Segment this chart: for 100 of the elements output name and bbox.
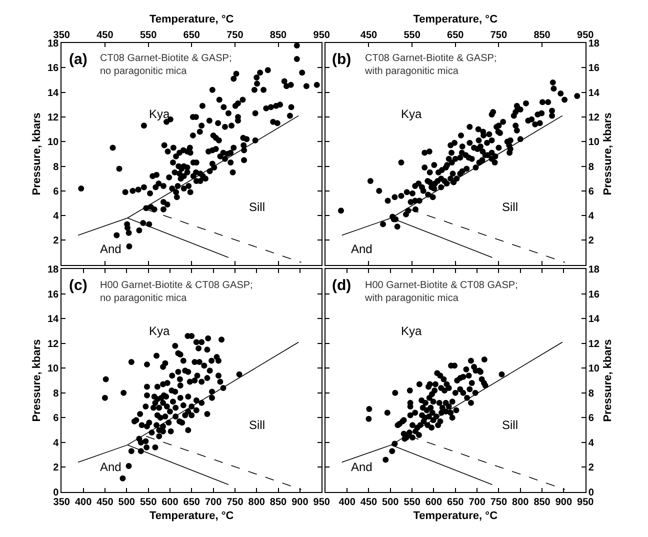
- x-tick-label: 750: [226, 30, 244, 41]
- y-tick-label: 14: [48, 314, 60, 326]
- y-axis-title: Pressure, kbars: [602, 112, 614, 196]
- y-tick-label: 14: [48, 88, 60, 99]
- x-tick-label: 500: [118, 497, 136, 508]
- y-tick-label: 4: [588, 211, 594, 222]
- y-tick-label: 8: [588, 162, 594, 173]
- annotation: And: [351, 242, 372, 256]
- annotation: And: [351, 460, 372, 474]
- y-tick-label: 12: [588, 112, 600, 124]
- annotation: Kya: [149, 324, 170, 338]
- annotation: Sill: [249, 418, 266, 432]
- x-axis-title: Temperature, °C: [149, 510, 234, 522]
- x-tick-label: 700: [204, 497, 222, 508]
- annotation: Sill: [502, 200, 518, 214]
- y-tick-label: 2: [588, 236, 594, 247]
- x-tick-label: 450: [96, 497, 114, 508]
- x-tick-label: 450: [360, 30, 378, 41]
- y-tick-label: 6: [588, 413, 594, 424]
- y-tick-label: 12: [588, 338, 600, 350]
- y-tick-label: 12: [48, 338, 60, 350]
- y-tick-label: 0: [588, 488, 594, 498]
- x-tick-label: 700: [468, 497, 486, 508]
- x-tick-label: 950: [577, 30, 594, 41]
- y-tick-label: 4: [53, 211, 60, 222]
- text: (d): [332, 277, 352, 294]
- text: H00 Garnet-Biotite & CT08 GASP; with paragonitic mica: [364, 280, 518, 304]
- x-tick-label: 800: [248, 497, 266, 508]
- x-tick-label: 400: [338, 497, 356, 508]
- y-tick-label: 16: [588, 63, 600, 74]
- annotation: And: [100, 242, 122, 256]
- y-tick-label: 16: [588, 289, 600, 300]
- x-tick-label: 350: [53, 497, 70, 508]
- x-tick-label: 650: [183, 30, 200, 41]
- y-tick-label: 16: [48, 63, 60, 74]
- x-tick-label: 650: [183, 497, 200, 508]
- y-tick-label: 2: [53, 236, 60, 247]
- y-tick-label: 8: [53, 162, 60, 173]
- x-tick-label: 900: [555, 497, 572, 508]
- y-tick-label: 2: [588, 462, 594, 474]
- y-tick-label: 4: [53, 438, 60, 449]
- x-tick-label: 750: [226, 497, 244, 508]
- x-tick-label: 750: [490, 30, 508, 41]
- y-tick-label: 12: [48, 112, 60, 124]
- y-tick-label: 2: [53, 462, 60, 474]
- y-tick-label: 18: [48, 264, 60, 276]
- x-tick-label: 450: [360, 497, 378, 508]
- text: (a): [69, 51, 88, 68]
- x-tick-label: 550: [404, 30, 421, 41]
- x-axis-title: Temperature, °C: [413, 14, 498, 26]
- x-tick-label: 950: [313, 497, 330, 508]
- x-tick-label: 600: [162, 497, 179, 508]
- y-tick-label: 16: [48, 289, 60, 300]
- annotation: And: [100, 460, 122, 474]
- annotation: Sill: [249, 200, 266, 214]
- y-tick-label: 10: [588, 137, 600, 148]
- x-tick-label: 350: [53, 30, 70, 41]
- x-tick-label: 450: [96, 30, 114, 41]
- x-tick-label: 550: [140, 30, 158, 41]
- y-axis-title: Pressure, kbars: [31, 339, 44, 422]
- x-tick-label: 600: [425, 497, 442, 508]
- text: CT08 Garnet-Biotite & GASP; with paragonitic mica: [364, 53, 497, 77]
- x-tick-label: 950: [313, 30, 330, 41]
- y-axis-title: Pressure, kbars: [31, 112, 44, 196]
- x-tick-label: 650: [447, 30, 464, 41]
- x-tick-label: 850: [270, 30, 288, 41]
- y-tick-label: 6: [588, 186, 594, 198]
- text: (b): [332, 51, 352, 68]
- y-tick-label: 14: [588, 314, 600, 326]
- y-tick-label: 10: [48, 364, 60, 375]
- annotation: Kya: [149, 107, 170, 121]
- annotation: Sill: [502, 418, 518, 432]
- x-axis-title: Temperature, °C: [413, 510, 498, 522]
- x-tick-label: 500: [382, 497, 400, 508]
- x-tick-label: 750: [490, 497, 508, 508]
- y-tick-label: 18: [588, 264, 600, 276]
- y-tick-label: 6: [53, 413, 60, 424]
- x-tick-label: 400: [74, 497, 92, 508]
- x-axis-title: Temperature, °C: [149, 14, 234, 26]
- x-tick-label: 550: [404, 497, 421, 508]
- x-tick-label: 850: [534, 497, 551, 508]
- x-tick-label: 650: [447, 497, 464, 508]
- x-tick-label: 950: [577, 497, 594, 508]
- y-tick-label: 6: [53, 186, 60, 198]
- y-tick-label: 18: [48, 38, 60, 50]
- x-tick-label: 550: [140, 497, 158, 508]
- x-tick-label: 850: [534, 30, 551, 41]
- text: (c): [69, 277, 88, 294]
- y-tick-label: 4: [588, 438, 594, 449]
- x-tick-label: 900: [292, 497, 309, 508]
- annotation: Kya: [401, 324, 422, 338]
- y-tick-label: 8: [53, 388, 60, 400]
- x-tick-label: 850: [270, 497, 288, 508]
- y-tick-label: 14: [588, 88, 600, 99]
- x-tick-label: 800: [512, 497, 530, 508]
- y-tick-label: 8: [588, 388, 594, 400]
- text: CT08 Garnet-Biotite & GASP; no paragonitic mica: [100, 53, 232, 77]
- annotation: Kya: [401, 107, 422, 121]
- text: H00 Garnet-Biotite & CT08 GASP; no paragonitic mica: [100, 280, 253, 304]
- y-axis-title: Pressure, kbars: [602, 339, 614, 422]
